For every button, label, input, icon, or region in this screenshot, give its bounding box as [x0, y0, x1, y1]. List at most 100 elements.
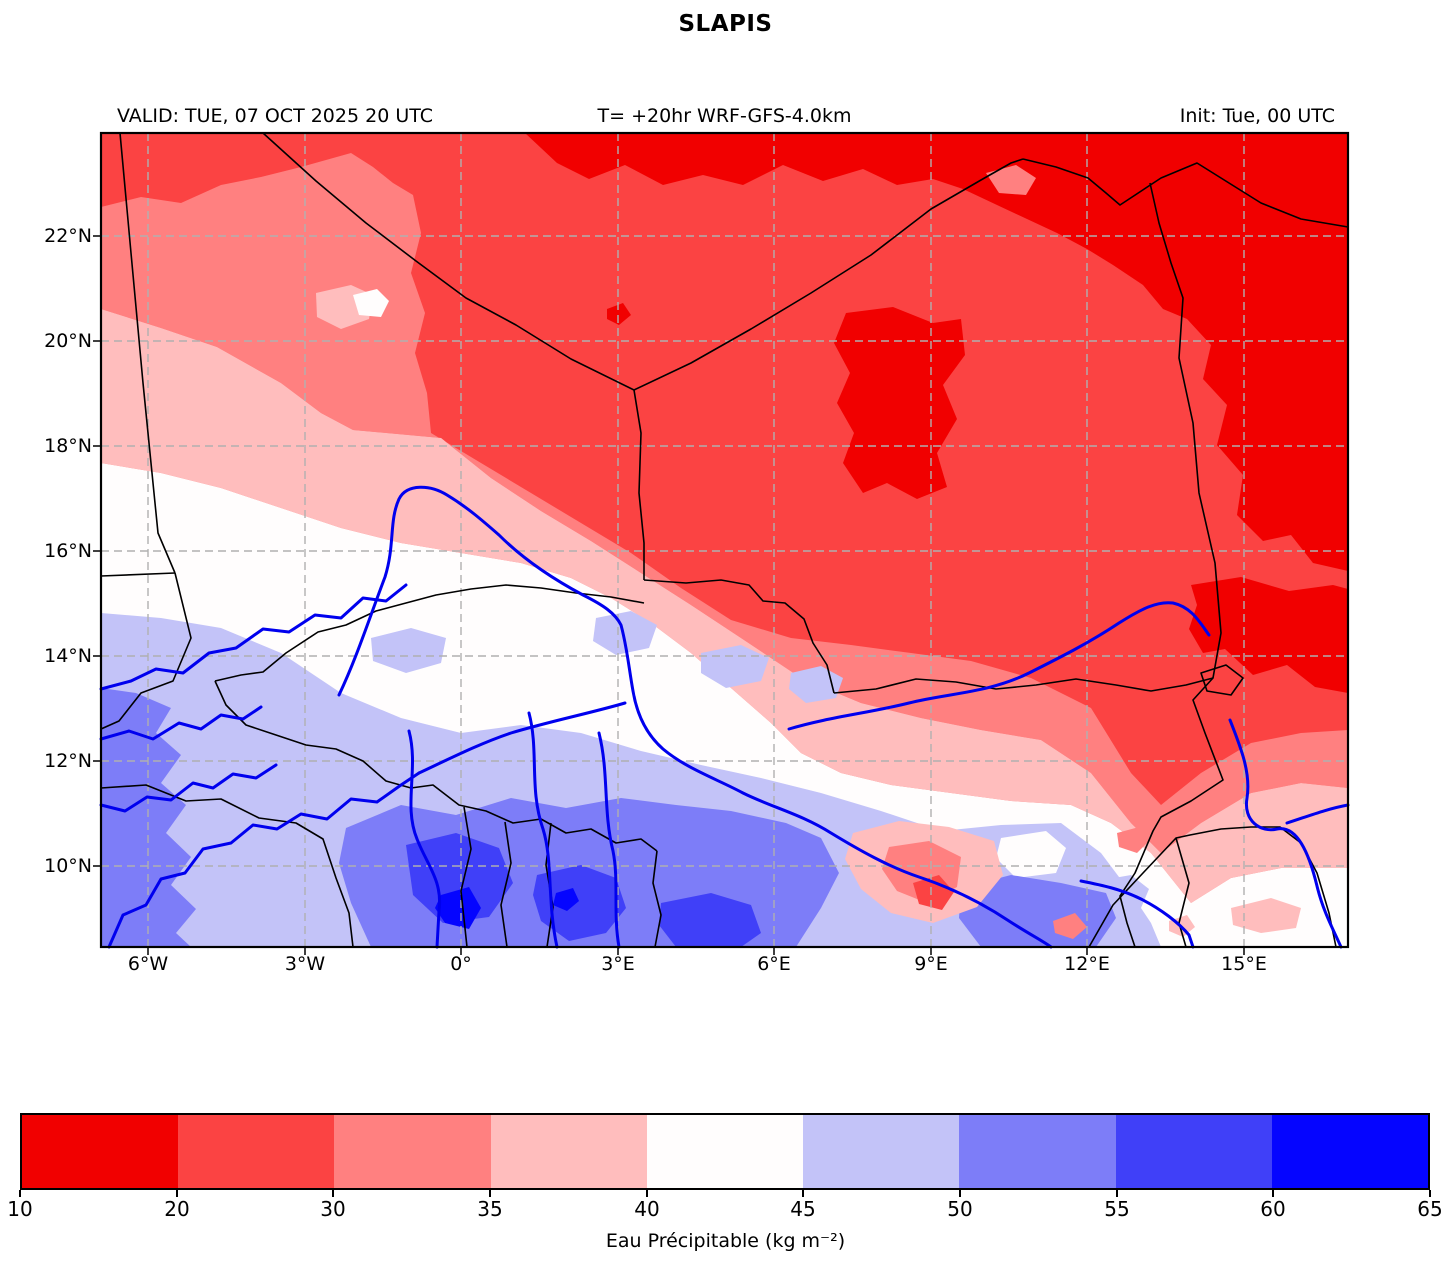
colorbar-tick	[802, 1190, 804, 1197]
colorbar-tick-label: 50	[947, 1197, 973, 1221]
river-white-volta	[527, 711, 559, 949]
pw-anomaly-dot-c	[1117, 827, 1149, 853]
y-axis-tick-label: 12°N	[44, 750, 92, 772]
valid-time-label: VALID: TUE, 07 OCT 2025 20 UTC	[117, 105, 433, 127]
colorbar-tick-label: 60	[1260, 1197, 1286, 1221]
border-niger-nigeria	[833, 677, 1214, 694]
river-senegal-lower	[99, 705, 263, 741]
border-nigeria-cameroon	[1088, 826, 1337, 948]
colorbar-tick	[19, 1190, 21, 1197]
y-axis-tick-label: 16°N	[44, 540, 92, 562]
border-algeria-niger	[633, 158, 1024, 391]
x-axis-tick-label: 9°E	[914, 953, 948, 975]
river-komadugu	[787, 601, 1211, 731]
pw-field	[101, 133, 1348, 947]
map-frame	[99, 131, 1350, 949]
figure-title: SLAPIS	[678, 11, 773, 37]
border-algeria-mali	[262, 132, 635, 391]
y-axis-tick-label: 20°N	[44, 330, 92, 352]
river-senegal-upper	[99, 583, 408, 691]
border-mauritania-south	[100, 572, 176, 577]
pw-region-50-55-west	[101, 688, 196, 947]
colorbar-tick	[1272, 1190, 1274, 1197]
river-east-branch	[1285, 803, 1350, 825]
colorbar-tick-label: 65	[1417, 1197, 1443, 1221]
colorbar-tick	[646, 1190, 648, 1197]
colorbar-tick-label: 35	[477, 1197, 503, 1221]
border-libya-niger	[1022, 158, 1349, 228]
river-black-volta	[407, 729, 442, 949]
colorbar-segment-55-60	[1115, 1115, 1272, 1188]
colorbar-segment-60-65	[1271, 1115, 1428, 1188]
border-burkina-south	[214, 680, 658, 852]
gridlines	[101, 133, 1348, 947]
colorbar-tick	[1116, 1190, 1118, 1197]
colorbar-tick-label: 40	[634, 1197, 660, 1221]
colorbar-tick	[332, 1190, 334, 1197]
map-plot	[93, 131, 1350, 955]
pw-patch-45-50-a	[371, 628, 446, 673]
border-mali-west	[100, 572, 192, 730]
x-axis-tick-label: 6°E	[757, 953, 791, 975]
pw-region-55-60-b	[533, 865, 626, 941]
colorbar-segment-30-35	[334, 1115, 491, 1188]
pw-region-55-60-a	[406, 833, 513, 923]
colorbar-tick	[959, 1190, 961, 1197]
colorbar-tick	[489, 1190, 491, 1197]
pw-region-30-35-band	[101, 153, 1348, 853]
colorbar-tick-label: 45	[790, 1197, 816, 1221]
x-axis-tick-label: 12°E	[1064, 953, 1110, 975]
y-axis-tick-label: 18°N	[44, 435, 92, 457]
pw-region-10-20-east-mid	[1189, 577, 1348, 693]
border-cameroon-branch	[1175, 837, 1190, 948]
colorbar-tick-label: 20	[164, 1197, 190, 1221]
pw-region-30-35-spot-ne	[986, 165, 1036, 195]
border-ghana-togo	[460, 806, 472, 948]
pw-region-10-20-spot	[607, 303, 631, 325]
border-mauritania-east	[119, 132, 176, 574]
border-niger-burkina	[643, 579, 835, 694]
colorbar-segment-40-45	[646, 1115, 804, 1188]
colorbar-segment-20-30	[178, 1115, 335, 1188]
pw-anomaly-red-south	[913, 875, 954, 910]
x-axis-tick-label: 3°E	[601, 953, 635, 975]
border-mali-guinea	[100, 784, 354, 948]
river-oti	[597, 731, 621, 949]
colorbar-tick-label: 55	[1104, 1197, 1130, 1221]
river-southeast	[1079, 879, 1195, 949]
pw-region-10-20-northeast	[525, 133, 1348, 571]
x-axis-tick-label: 0°	[450, 953, 472, 975]
colorbar-segment-45-50	[803, 1115, 960, 1188]
pw-anomaly-pink-se	[1231, 898, 1301, 933]
pw-region-55-60-c	[659, 893, 761, 947]
border-burkina-north	[214, 584, 645, 682]
pw-region-35-40-band	[101, 309, 1348, 903]
rivers	[99, 485, 1350, 949]
init-time-label: Init: Tue, 00 UTC	[1179, 105, 1335, 127]
y-axis-tick-label: 14°N	[44, 645, 92, 667]
colorbar-tick	[1429, 1190, 1431, 1197]
river-east-vertical	[1228, 718, 1343, 949]
pw-region-10-20-central-blob	[834, 307, 965, 499]
colorbar-label: Eau Précipitable (kg m⁻²)	[605, 1230, 846, 1252]
pw-region-60-65-b	[553, 888, 579, 911]
colorbar-tick-label: 30	[320, 1197, 346, 1221]
x-axis-tick-label: 15°E	[1221, 953, 1267, 975]
river-bani-join	[417, 701, 627, 775]
x-axis-tick-label: 3°W	[284, 953, 326, 975]
pw-patch-45-50-b	[593, 611, 657, 655]
river-bafing	[99, 763, 278, 813]
pw-region-60-65-a	[435, 887, 481, 929]
country-borders	[100, 132, 1349, 948]
x-axis-tick-label: 6°W	[127, 953, 169, 975]
pw-anomaly-dot-a	[1053, 913, 1087, 939]
river-bani	[107, 771, 421, 949]
axis-ticks	[93, 235, 1245, 955]
colorbar-tick	[176, 1190, 178, 1197]
forecast-model-label: T= +20hr WRF-GFS-4.0km	[597, 105, 852, 127]
colorbar-segment-10-20	[22, 1115, 179, 1188]
colorbar-segment-50-55	[959, 1115, 1116, 1188]
lake-chad-outline	[1200, 664, 1244, 696]
border-benin-nigeria	[652, 850, 662, 948]
